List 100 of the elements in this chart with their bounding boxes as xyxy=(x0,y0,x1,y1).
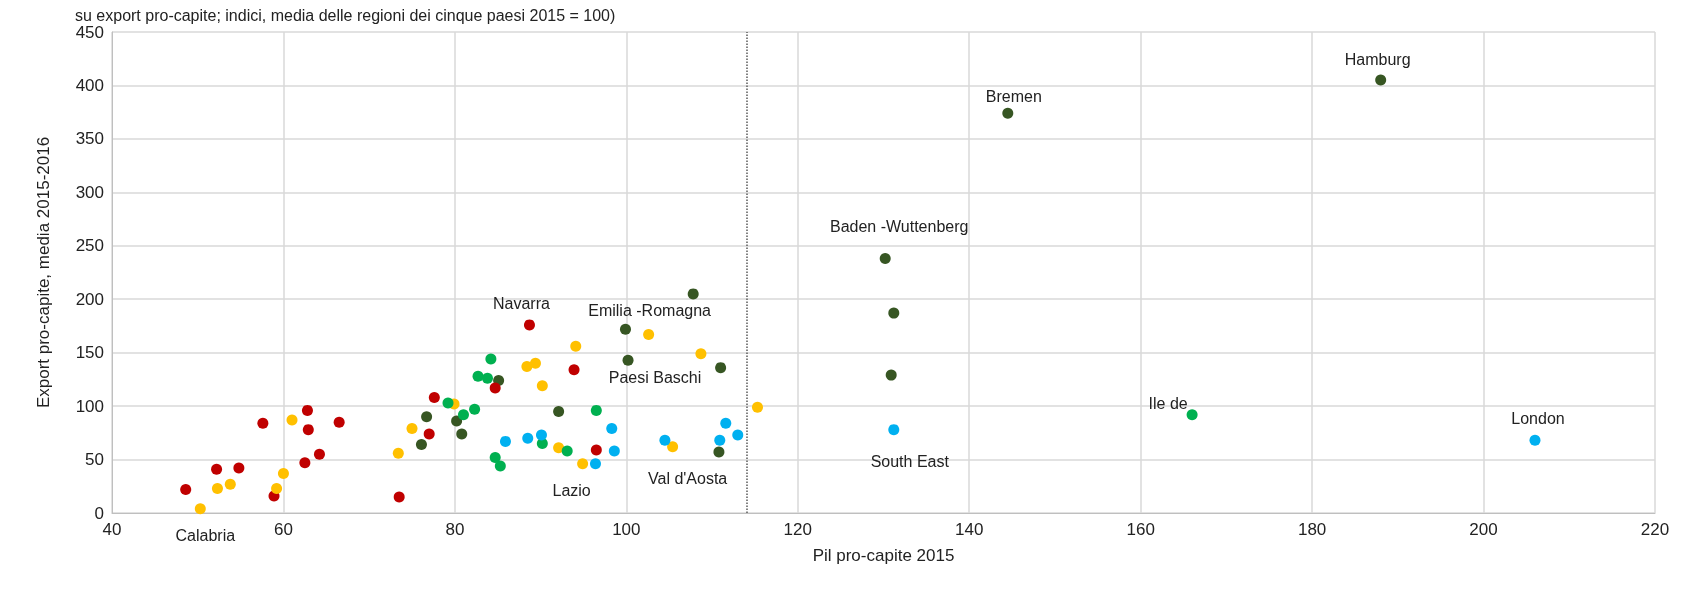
annotation: Calabria xyxy=(175,527,236,545)
point xyxy=(608,445,620,457)
point xyxy=(577,458,589,470)
point xyxy=(590,444,602,456)
point xyxy=(211,463,223,475)
point xyxy=(489,382,501,394)
point xyxy=(194,503,206,515)
annotation: Hamburg xyxy=(1344,50,1411,68)
point xyxy=(732,429,744,441)
x-tick-label: 100 xyxy=(612,520,641,539)
point xyxy=(535,429,547,441)
point xyxy=(421,411,433,423)
point xyxy=(695,348,707,360)
x-axis-title: Pil pro-capite 2015 xyxy=(812,546,955,565)
point xyxy=(568,364,580,376)
point xyxy=(257,417,269,429)
point xyxy=(277,467,289,479)
point xyxy=(570,340,582,352)
point xyxy=(451,415,463,427)
point xyxy=(622,354,634,366)
y-tick-label: 150 xyxy=(75,343,104,363)
point xyxy=(302,424,314,436)
point xyxy=(469,403,481,415)
point xyxy=(589,458,601,470)
point xyxy=(720,417,732,429)
point xyxy=(553,442,565,454)
point xyxy=(180,483,192,495)
point xyxy=(523,319,535,331)
x-tick-label: 180 xyxy=(1297,520,1327,539)
x-tick-label: 160 xyxy=(1126,520,1155,539)
point xyxy=(313,448,325,460)
point xyxy=(299,457,311,469)
x-tick-label: 60 xyxy=(273,520,293,539)
point xyxy=(233,462,245,474)
point xyxy=(714,434,726,446)
point xyxy=(423,428,435,440)
annotation: Emilia -Romagna xyxy=(588,302,712,319)
point xyxy=(752,401,763,413)
y-tick-label: 100 xyxy=(75,396,104,416)
y-tick-label: 300 xyxy=(75,182,104,202)
x-tick-label: 80 xyxy=(445,520,465,539)
point xyxy=(457,409,469,421)
y-tick-label: 250 xyxy=(75,236,104,256)
point xyxy=(489,451,501,463)
annotation: Paesi Baschi xyxy=(608,369,702,387)
point xyxy=(481,372,493,384)
annotation: Bremen xyxy=(985,87,1042,105)
point xyxy=(715,362,727,374)
annotation: London xyxy=(1511,409,1565,427)
point xyxy=(879,253,891,265)
x-tick-label: 120 xyxy=(783,520,812,539)
annotation: Navarra xyxy=(493,295,551,313)
point xyxy=(606,423,618,435)
y-axis-title: Export pro-capite, media 2015-2016 xyxy=(34,136,53,409)
point xyxy=(522,432,534,444)
annotation: Val d'Aosta xyxy=(648,470,728,488)
point xyxy=(271,482,283,494)
point xyxy=(392,447,404,459)
point xyxy=(415,439,427,451)
point xyxy=(333,416,345,428)
chart-title: su export pro-capite; indici, media delle regioni dei cinque paesi 2015 = 100) xyxy=(75,6,616,24)
annotation: Baden -Wuttenberg xyxy=(829,218,969,236)
point xyxy=(888,307,900,319)
point xyxy=(643,329,655,340)
point xyxy=(687,288,699,300)
point xyxy=(494,460,506,472)
annotation: Ile de xyxy=(1148,395,1188,413)
point xyxy=(536,380,548,392)
point xyxy=(211,482,223,494)
point xyxy=(456,428,468,440)
point xyxy=(888,424,900,436)
point xyxy=(619,323,631,335)
point xyxy=(1375,74,1387,86)
point xyxy=(590,404,602,416)
point xyxy=(442,397,454,409)
y-tick-label: 0 xyxy=(94,503,104,523)
point xyxy=(393,491,405,503)
y-tick-label: 450 xyxy=(75,22,104,42)
point xyxy=(499,435,511,447)
point xyxy=(561,445,573,457)
point xyxy=(485,353,497,365)
y-tick-label: 400 xyxy=(75,75,104,95)
point xyxy=(1529,434,1541,446)
point xyxy=(1002,107,1014,119)
y-tick-label: 50 xyxy=(85,450,104,470)
point xyxy=(301,404,313,416)
annotation: South East xyxy=(870,453,950,471)
point xyxy=(224,478,236,490)
x-tick-label: 140 xyxy=(955,520,984,539)
point xyxy=(428,392,440,404)
point xyxy=(659,434,671,446)
point xyxy=(406,423,418,435)
point xyxy=(521,361,533,373)
point xyxy=(286,414,298,426)
y-tick-label: 200 xyxy=(75,289,104,309)
point xyxy=(553,405,565,417)
point xyxy=(667,441,679,453)
point xyxy=(1186,409,1198,421)
point xyxy=(713,446,725,458)
x-tick-label: 220 xyxy=(1640,520,1670,539)
